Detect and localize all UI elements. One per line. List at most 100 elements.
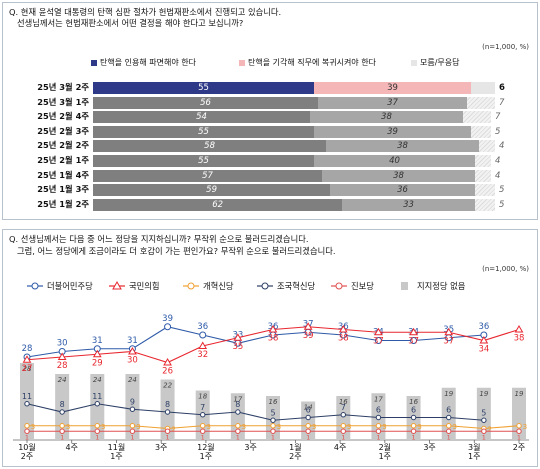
series-marker: [516, 423, 522, 429]
series-value-label: 38: [338, 334, 349, 344]
no-party-bar: [336, 396, 351, 440]
x-tick-label: 1주: [200, 452, 212, 461]
bar-value-label: 57: [202, 170, 213, 181]
series-marker: [22, 355, 32, 363]
bar-segment: [93, 155, 315, 167]
series-marker: [128, 347, 137, 355]
series-value-label: 7: [200, 403, 205, 412]
no-party-bar-label: 28: [23, 365, 32, 373]
question-2-sub: 그럼, 어느 정당에게 조금이라도 더 호감이 가는 편인가요? 무작위 순으로…: [17, 246, 336, 256]
series-value-label: 2: [488, 426, 492, 434]
x-tick-label: 2주: [513, 443, 525, 452]
series-marker: [303, 322, 313, 330]
bar-segment: [93, 82, 315, 94]
series-marker: [235, 409, 241, 415]
x-tick-label: 1주: [110, 452, 122, 461]
series-marker: [235, 428, 241, 434]
series-marker: [24, 401, 30, 407]
series-value-label: 1: [60, 433, 64, 441]
series-marker: [410, 337, 418, 344]
bar-value-label: 6: [499, 83, 505, 93]
series-value-label: 35: [232, 342, 243, 352]
bar-row-label: 25년 3월 1주: [37, 96, 89, 107]
series-value-label: 6: [446, 406, 451, 415]
series-value-label: 27: [22, 364, 33, 374]
series-value-label: 30: [127, 356, 138, 366]
bar-value-label: 33: [403, 199, 414, 210]
series-marker: [270, 428, 276, 434]
bar-row-label: 25년 1월 2주: [37, 198, 89, 209]
series-marker: [340, 428, 346, 434]
series-marker: [305, 423, 311, 429]
series-marker: [59, 428, 65, 434]
series-marker: [444, 327, 454, 336]
bar-value-label: 39: [387, 126, 398, 137]
series-value-label: 29: [92, 358, 103, 368]
no-party-bar-label: 16: [409, 398, 418, 406]
bar-segment: [314, 82, 471, 94]
series-value-label: 8: [165, 400, 170, 409]
series-value-label: 37: [373, 336, 384, 346]
bar-segment: [478, 140, 495, 153]
series-marker: [129, 423, 136, 429]
bar-segment: [93, 125, 315, 138]
bar-segment: [474, 184, 495, 197]
bar-value-label: 38: [393, 170, 404, 181]
x-tick-label: 12월: [197, 442, 215, 452]
question-1-sub: 선생님께서는 헌법재판소에서 어떤 결정을 해야 한다고 보십니까?: [17, 18, 244, 28]
bar-segment: [322, 169, 475, 182]
legend-marker: [112, 280, 122, 290]
x-tick-label: 1월: [289, 442, 301, 452]
no-party-bar-label: 24: [128, 376, 137, 384]
legend-label: 지지정당 없음: [417, 281, 466, 291]
series-marker: [340, 412, 346, 418]
x-tick-label: 10월: [18, 442, 36, 452]
series-value-label: 1: [341, 433, 345, 441]
series-value-label: 8: [235, 400, 240, 409]
bar-segment: [93, 111, 311, 124]
series-value-label: 3: [417, 423, 421, 431]
series-marker: [481, 417, 487, 423]
series-marker: [57, 352, 67, 360]
legend-swatch: [401, 282, 408, 290]
bar-segment: [470, 82, 495, 94]
bar-segment: [93, 140, 327, 153]
bar-segment: [93, 184, 331, 197]
x-tick-label: 3주: [244, 443, 256, 452]
bar-row-label: 25년 2월 4주: [37, 111, 89, 122]
series-value-label: 3: [382, 423, 386, 431]
bar-segment: [330, 184, 475, 197]
bar-segment: [462, 111, 491, 124]
x-tick-label: 1주: [468, 452, 480, 461]
series-marker: [24, 428, 30, 434]
bar-value-label: 39: [387, 83, 398, 93]
series-marker: [446, 423, 452, 429]
bar-segment: [93, 96, 319, 109]
bar-value-label: 7: [494, 112, 501, 123]
no-party-bar: [476, 387, 491, 440]
series-marker: [164, 428, 171, 434]
series-marker: [200, 423, 206, 429]
series-value-label: 1: [236, 433, 240, 441]
series-value-label: 3: [242, 423, 246, 431]
series-value-label: 1: [95, 433, 99, 441]
series-marker: [305, 428, 311, 434]
series-value-label: 38: [268, 334, 279, 344]
bar-segment: [314, 125, 471, 138]
series-value-label: 1: [201, 433, 205, 441]
series-value-label: 11: [92, 392, 102, 401]
series-marker: [410, 428, 417, 434]
series-value-label: 38: [514, 334, 525, 344]
no-party-bar: [55, 374, 70, 440]
bar-value-label: 5: [499, 199, 505, 210]
series-marker: [270, 423, 276, 429]
x-tick-label: 4주: [334, 443, 346, 452]
series-line: [26, 326, 484, 358]
series-value-label: 3: [206, 423, 210, 431]
bar-value-label: 5: [499, 185, 505, 196]
series-value-label: 3: [347, 423, 351, 431]
no-party-bar-label: 17: [233, 395, 242, 403]
series-marker: [200, 428, 206, 434]
series-value-label: 1: [517, 433, 521, 441]
